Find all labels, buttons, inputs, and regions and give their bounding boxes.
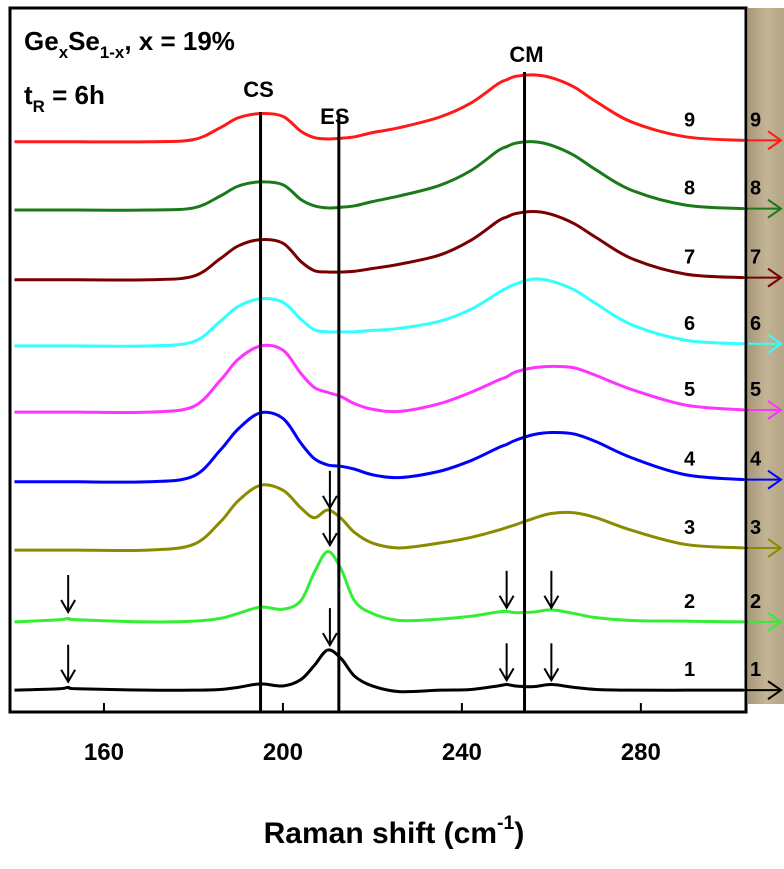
- chart-title-part: Se: [68, 26, 100, 56]
- chart-subtitle-part: t: [24, 80, 33, 110]
- spectrum-line: [14, 343, 744, 415]
- series-label: 4: [684, 449, 696, 471]
- series-label: 8: [684, 178, 695, 200]
- x-axis-label-part: Raman shift (cm: [264, 817, 497, 850]
- x-tick-label: 240: [442, 739, 482, 766]
- panel-label: 8: [750, 178, 761, 200]
- panel-arrow-head: [767, 333, 783, 354]
- panel-arrow-head: [767, 680, 783, 700]
- marker-arrow-head: [60, 669, 77, 684]
- chart-subtitle: tR = 6h: [24, 80, 105, 116]
- panel-arrow-head: [767, 469, 783, 490]
- marker-arrow-head: [543, 667, 560, 683]
- spectrum-line: [14, 277, 744, 348]
- x-axis-label-part: ): [514, 817, 524, 850]
- peak-label: CM: [509, 42, 543, 67]
- spectrum-line: [14, 549, 744, 624]
- chart-subtitle-part: R: [33, 97, 45, 116]
- panel-label: 9: [750, 109, 761, 131]
- marker-arrow-head: [322, 632, 338, 648]
- x-axis-label: Raman shift (cm-1): [264, 812, 525, 850]
- spectrum-line: [14, 410, 744, 484]
- panel-arrow-head: [767, 198, 783, 219]
- spectrum-line: [14, 140, 744, 212]
- chart-subtitle-part: = 6h: [45, 80, 105, 110]
- sample-image: [748, 8, 784, 704]
- series-label: 2: [684, 591, 695, 613]
- chart-title-part: , x = 19%: [124, 26, 235, 56]
- marker-arrow-head: [322, 495, 338, 510]
- panel-label: 1: [750, 659, 761, 681]
- series-label: 3: [684, 517, 695, 539]
- x-axis-label-part: -1: [497, 812, 514, 834]
- panel-arrow-head: [767, 612, 783, 632]
- x-tick-label: 160: [84, 739, 124, 766]
- chart-title-part: 1-x: [100, 43, 125, 62]
- panel-arrow-head: [767, 538, 783, 558]
- marker-arrow-head: [322, 532, 338, 548]
- panel-label: 3: [750, 517, 761, 539]
- plot: [14, 73, 744, 694]
- marker-arrow-head: [498, 667, 515, 683]
- peak-label: CS: [243, 77, 274, 102]
- marker-arrow-head: [498, 595, 515, 610]
- panel-arrow-head: [767, 267, 783, 288]
- series-label: 6: [684, 313, 695, 335]
- series-label: 5: [684, 379, 695, 401]
- series-label: 1: [684, 659, 695, 681]
- series-label: 9: [684, 109, 695, 131]
- chart-title-part: x: [59, 43, 69, 62]
- panel-label: 6: [750, 313, 761, 335]
- marker-arrow-head: [543, 595, 560, 610]
- x-tick-label: 280: [621, 739, 661, 766]
- panel-label: 4: [750, 449, 762, 471]
- x-tick-label: 200: [263, 739, 303, 766]
- marker-arrow-head: [60, 599, 77, 615]
- spectrum-line: [14, 73, 744, 144]
- spectrum-line: [14, 209, 744, 282]
- spectrum-line: [14, 648, 744, 694]
- series-label: 7: [684, 247, 695, 269]
- chart-title-part: Ge: [24, 26, 59, 56]
- panel-arrow-head: [767, 130, 783, 151]
- panel-arrow-head: [767, 400, 783, 420]
- panel-label: 5: [750, 379, 761, 401]
- peak-label: ES: [320, 104, 349, 129]
- spectrum-line: [14, 483, 744, 552]
- chart-title: GexSe1-x, x = 19%: [24, 26, 235, 62]
- plot-frame: [8, 6, 748, 714]
- panel-label: 7: [750, 247, 761, 269]
- panel-label: 2: [750, 591, 761, 613]
